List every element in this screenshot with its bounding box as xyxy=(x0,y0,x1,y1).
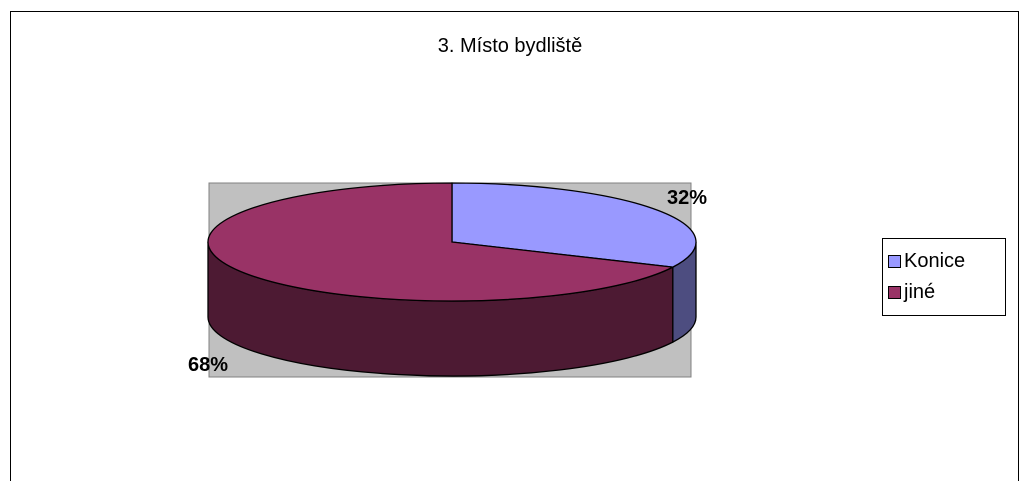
legend-swatch-konice xyxy=(888,254,901,268)
legend-label-konice: Konice xyxy=(904,249,966,272)
pie-slice-konice xyxy=(451,182,697,268)
legend-item-konice: Konice xyxy=(888,248,965,274)
legend-label-jine: jiné xyxy=(904,280,936,303)
chart-title: 3. Místo bydliště xyxy=(437,35,583,57)
pie-tops xyxy=(207,182,697,302)
data-label-jine: 68% xyxy=(188,354,228,376)
legend-swatch-jine xyxy=(888,285,901,299)
data-label-konice: 32% xyxy=(667,187,707,209)
pie-chart: 32% 68% xyxy=(188,182,707,378)
legend-item-jine: jiné xyxy=(888,279,935,305)
legend: Konice jiné xyxy=(882,238,1006,316)
pie-slice-jine xyxy=(207,182,675,302)
